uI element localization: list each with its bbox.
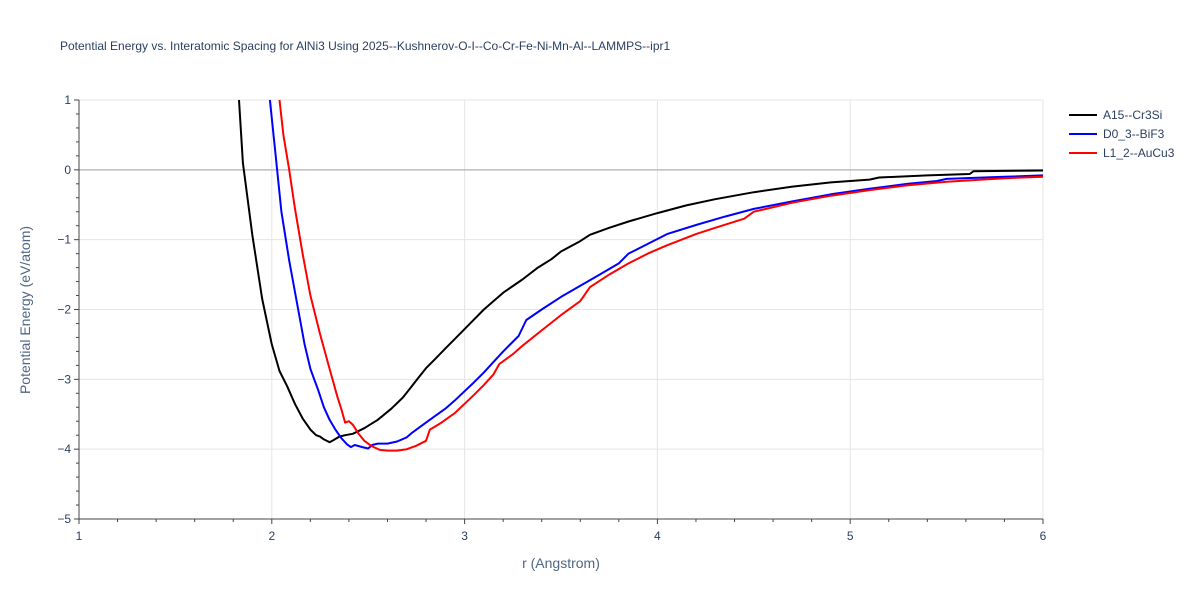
x-tick-label: 3 [461, 529, 468, 543]
x-tick-label: 4 [654, 529, 661, 543]
x-tick-label: 2 [268, 529, 275, 543]
x-axis-label: r (Angstrom) [522, 555, 600, 571]
chart-title: Potential Energy vs. Interatomic Spacing… [60, 39, 671, 53]
plot-area [238, 99, 1044, 452]
legend-label: A15--Cr3Si [1103, 108, 1162, 122]
legend-label: L1_2--AuCu3 [1103, 146, 1175, 160]
y-tick-label: −1 [57, 233, 71, 247]
legend-item-1[interactable]: D0_3--BiF3 [1069, 127, 1165, 141]
series-line-2 [278, 99, 1044, 452]
y-tick-label: 0 [64, 163, 71, 177]
x-tick-label: 5 [847, 529, 854, 543]
y-tick-label: −5 [57, 512, 71, 526]
y-tick-label: −4 [57, 442, 71, 456]
y-axis-label: Potential Energy (eV/atom) [17, 226, 33, 394]
axes: 1 2 3 4 5 6 1 0 −1 −2 −3 −4 −5 [57, 93, 1046, 543]
y-tick-label: −3 [57, 372, 71, 386]
series-line-1 [268, 99, 1044, 450]
legend-label: D0_3--BiF3 [1103, 127, 1165, 141]
series-line-0 [238, 99, 1044, 444]
legend-item-0[interactable]: A15--Cr3Si [1069, 108, 1162, 122]
x-tick-label: 1 [76, 529, 83, 543]
x-tick-label: 6 [1040, 529, 1047, 543]
legend-item-2[interactable]: L1_2--AuCu3 [1069, 146, 1175, 160]
legend[interactable]: A15--Cr3Si D0_3--BiF3 L1_2--AuCu3 [1069, 108, 1175, 160]
grid-lines [79, 99, 1044, 519]
y-tick-label: −2 [57, 303, 71, 317]
y-tick-label: 1 [64, 93, 71, 107]
